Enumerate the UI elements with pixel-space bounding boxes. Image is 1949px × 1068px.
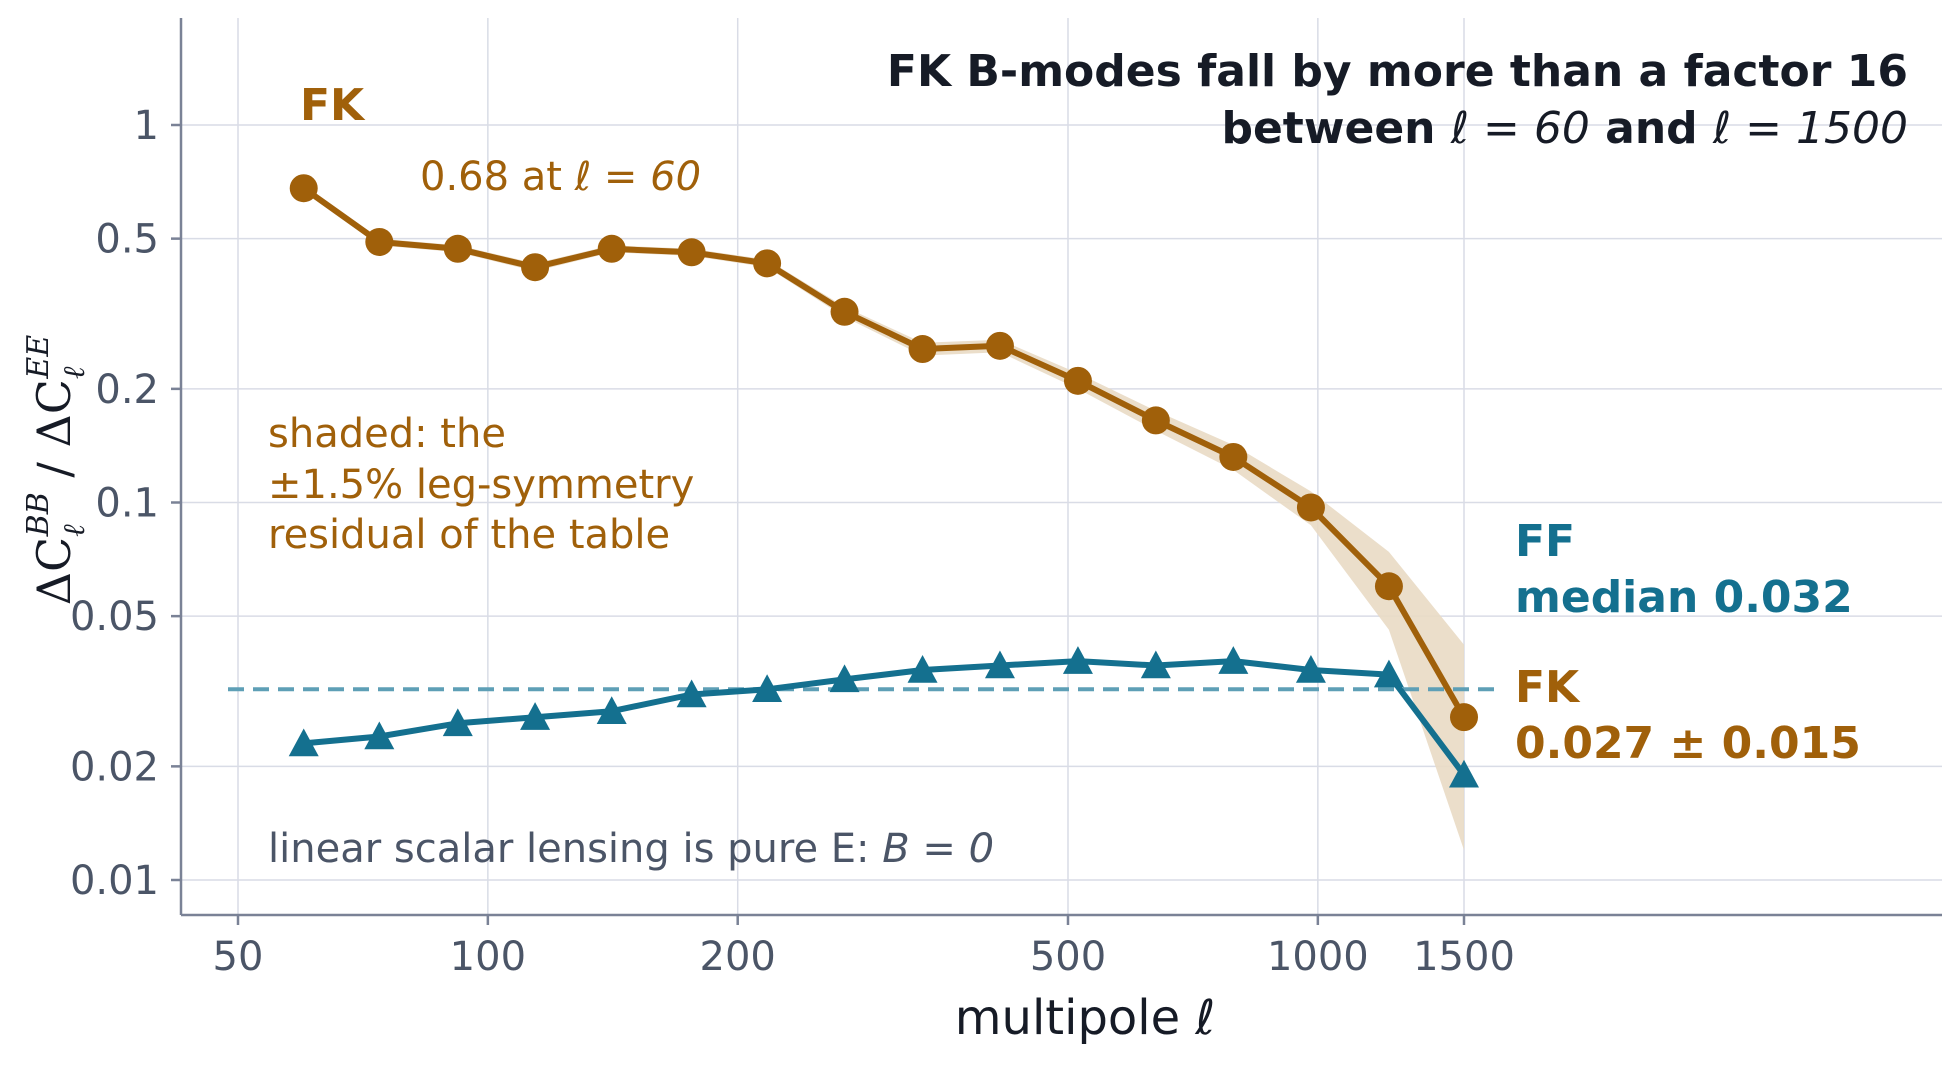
fk-point	[1141, 406, 1170, 435]
ff-series-line	[303, 658, 1467, 777]
ff-point	[520, 702, 551, 730]
y-tick-label: 1	[134, 103, 159, 149]
fk-point	[1063, 366, 1092, 395]
fk-point	[830, 297, 859, 326]
y-tick-label: 0.05	[70, 594, 159, 640]
tick-labels: 50 100 200 500 1000 1500 0.01 0.02 0.05 0.1 0.2 0.5…	[70, 103, 1515, 980]
ff-point	[288, 728, 319, 757]
chart-title-line1: FK B-modes fall by more than a factor 16	[887, 46, 1908, 97]
fk-point	[289, 174, 318, 203]
chart-title-line2: between ℓ = 60 and ℓ = 1500	[1221, 103, 1908, 154]
fk-point	[1374, 572, 1403, 601]
ff-point	[829, 664, 860, 693]
fk-point	[985, 331, 1014, 360]
fk-series-line	[301, 185, 1467, 719]
y-tick-label: 0.02	[70, 744, 159, 790]
axes	[171, 18, 1942, 925]
ff-point	[907, 654, 938, 683]
ff-point	[984, 650, 1015, 679]
series-markers	[288, 174, 1479, 788]
ff-point	[1140, 650, 1171, 679]
y-tick-label: 0.2	[95, 367, 159, 413]
fk-point	[597, 234, 626, 263]
x-tick-label: 500	[1030, 934, 1106, 980]
x-tick-label: 200	[700, 934, 776, 980]
x-axis-label: multipole ℓ	[955, 990, 1215, 1046]
ff-point	[1295, 654, 1326, 683]
ff-point	[442, 708, 473, 737]
y-tick-label: 0.01	[70, 858, 159, 904]
ff-point	[1218, 646, 1249, 674]
fk-point	[365, 227, 394, 256]
series-lines	[301, 185, 1467, 777]
fk-point	[1450, 703, 1478, 732]
fk-point	[1296, 493, 1325, 522]
shaded-note-line3: residual of the table	[268, 512, 670, 558]
y-tick-label: 0.1	[95, 481, 159, 527]
fk-point	[443, 234, 472, 263]
fk-point	[677, 238, 706, 267]
fk-start-value-label: 0.68 at ℓ = 60	[420, 154, 701, 200]
x-tick-label: 50	[213, 934, 264, 980]
fk-point	[753, 249, 782, 278]
x-tick-label: 1500	[1413, 934, 1515, 980]
fk-series-label: FK	[300, 80, 366, 131]
x-tick-label: 1000	[1267, 934, 1369, 980]
ff-point	[596, 696, 627, 724]
y-tick-label: 0.5	[95, 217, 159, 263]
ff-median-label: median 0.032	[1515, 572, 1853, 623]
ff-point	[1373, 659, 1404, 688]
lensing-note: linear scalar lensing is pure E: B = 0	[268, 826, 994, 872]
ff-point	[676, 679, 707, 708]
ff-point	[1449, 759, 1479, 788]
ff-point	[1062, 646, 1093, 674]
ff-point	[364, 721, 395, 750]
ff-series-label: FF	[1515, 516, 1575, 567]
grid	[181, 18, 1942, 915]
ff-point	[752, 674, 783, 703]
y-axis-label: ΔCℓBB / ΔCℓEE	[21, 335, 92, 606]
fk-point	[521, 253, 550, 282]
fk-end-label: FK	[1515, 662, 1581, 713]
shaded-note-line2: ±1.5% leg-symmetry	[268, 462, 694, 508]
x-tick-label: 100	[450, 934, 526, 980]
fk-end-value-label: 0.027 ± 0.015	[1515, 718, 1861, 769]
fk-point	[908, 335, 937, 364]
shaded-note-line1: shaded: the	[268, 411, 506, 457]
fk-point	[1219, 442, 1248, 471]
